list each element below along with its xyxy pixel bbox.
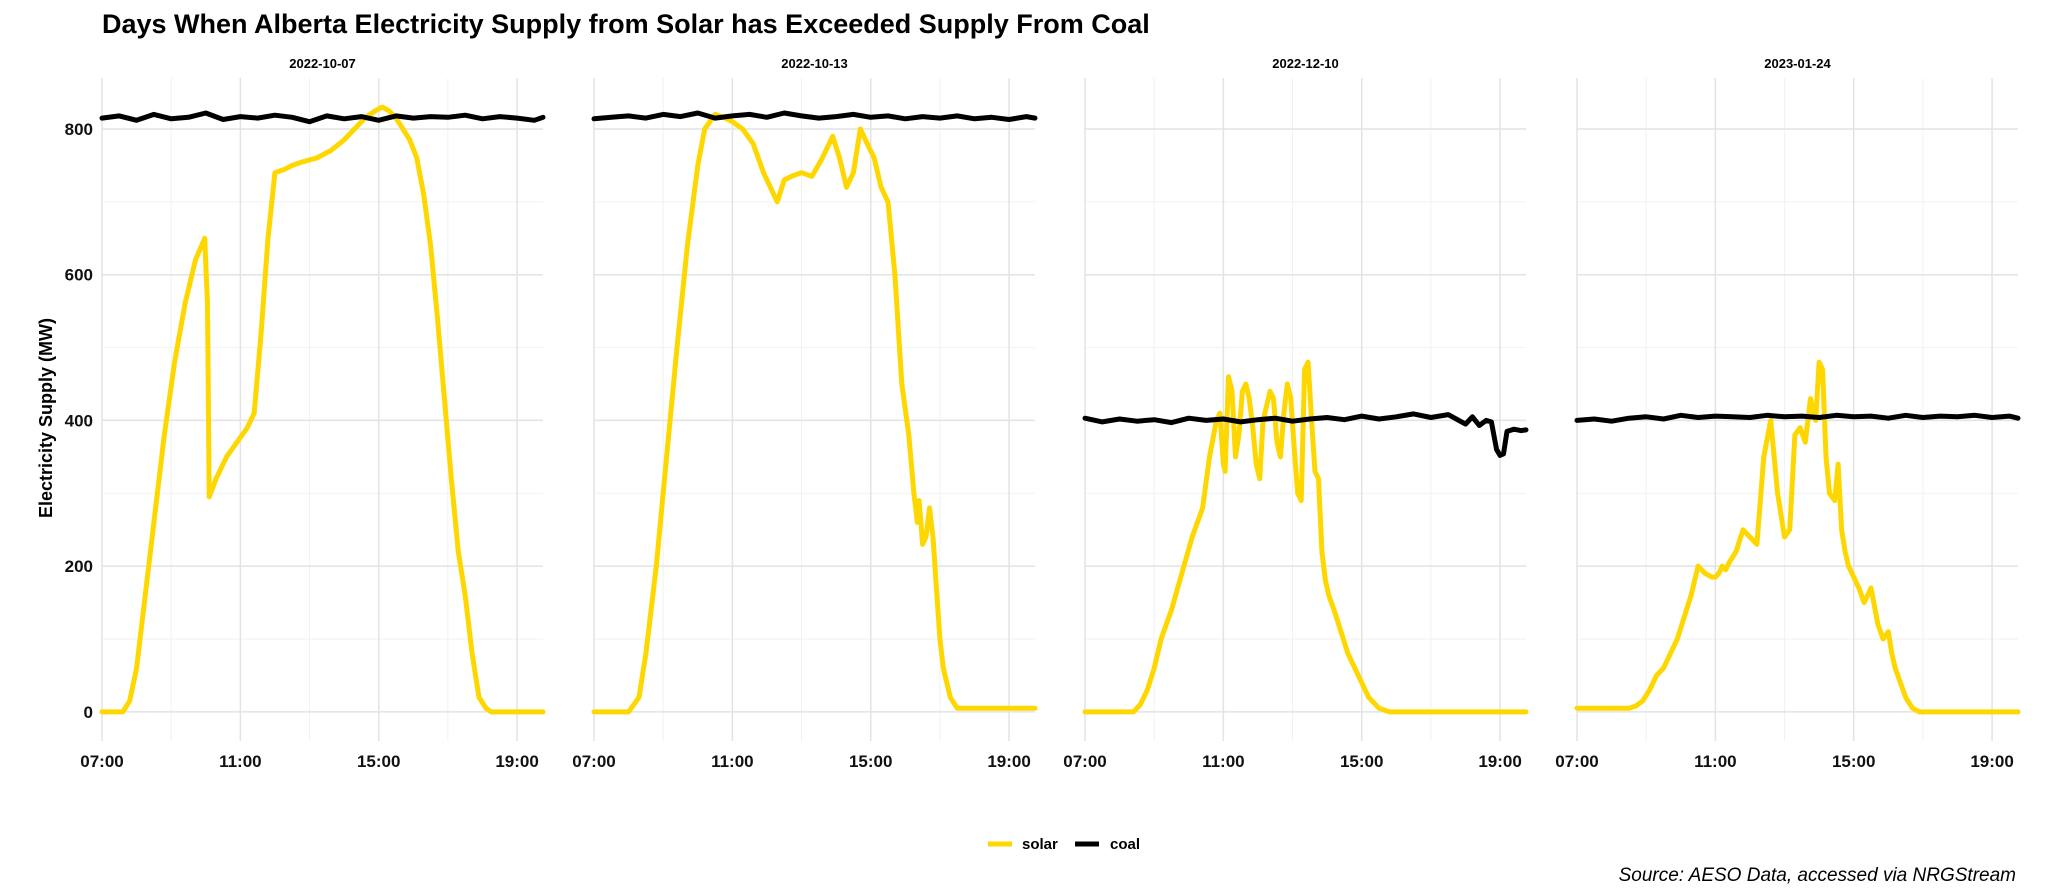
series-line-solar — [99, 104, 546, 715]
series-line-solar — [1082, 359, 1529, 715]
x-tick-label: 11:00 — [1694, 752, 1737, 771]
legend-label-solar: solar — [1022, 836, 1058, 853]
series-line-coal — [1082, 411, 1529, 458]
panel-2022-12-10: 2022-12-10 07:00 11:00 15:00 19:00 — [1063, 56, 1529, 771]
x-tick-label: 19:00 — [1478, 752, 1521, 771]
panel-2022-10-07: 2022-10-07 07:00 11:00 15:00 19:00 0 200 400 600… — [65, 56, 546, 771]
x-tick-label: 07:00 — [572, 752, 615, 771]
panels: 2022-10-07 07:00 11:00 15:00 19:00 0 200 400 600… — [65, 56, 2021, 771]
panel-label: 2022-12-10 — [1272, 56, 1339, 71]
x-tick-label: 15:00 — [849, 752, 892, 771]
y-tick-label: 600 — [65, 266, 93, 285]
x-tick-label: 11:00 — [1202, 752, 1245, 771]
chart-title: Days When Alberta Electricity Supply fro… — [102, 9, 1150, 39]
y-tick-label: 0 — [84, 703, 93, 722]
panel-label: 2023-01-24 — [1764, 56, 1831, 71]
panel-2023-01-24: 2023-01-24 07:00 11:00 15:00 19:00 — [1555, 56, 2021, 771]
x-tick-label: 19:00 — [495, 752, 538, 771]
x-tick-label: 07:00 — [1555, 752, 1598, 771]
series-line-coal — [591, 110, 1038, 122]
x-tick-label: 15:00 — [357, 752, 400, 771]
panel-label: 2022-10-13 — [781, 56, 848, 71]
series-line-coal — [99, 110, 546, 125]
series-line-solar — [591, 111, 1038, 715]
legend: solar coal — [988, 836, 1140, 853]
y-tick-label: 200 — [65, 557, 93, 576]
x-tick-label: 15:00 — [1832, 752, 1875, 771]
panel-2022-10-13: 2022-10-13 07:00 11:00 15:00 19:00 — [572, 56, 1038, 771]
x-tick-label: 19:00 — [1970, 752, 2013, 771]
x-tick-label: 15:00 — [1340, 752, 1383, 771]
y-tick-label: 800 — [65, 120, 93, 139]
x-tick-label: 07:00 — [80, 752, 123, 771]
series-line-solar — [1574, 359, 2021, 715]
chart-caption: Source: AESO Data, accessed via NRGStrea… — [1619, 865, 2016, 886]
y-tick-label: 400 — [65, 411, 93, 430]
x-tick-label: 19:00 — [987, 752, 1030, 771]
legend-label-coal: coal — [1110, 836, 1140, 853]
x-tick-label: 07:00 — [1063, 752, 1106, 771]
panel-label: 2022-10-07 — [289, 56, 356, 71]
series-line-coal — [1574, 412, 2021, 424]
y-axis-label: Electricity Supply (MW) — [36, 318, 56, 518]
x-tick-label: 11:00 — [711, 752, 754, 771]
x-tick-label: 11:00 — [219, 752, 262, 771]
